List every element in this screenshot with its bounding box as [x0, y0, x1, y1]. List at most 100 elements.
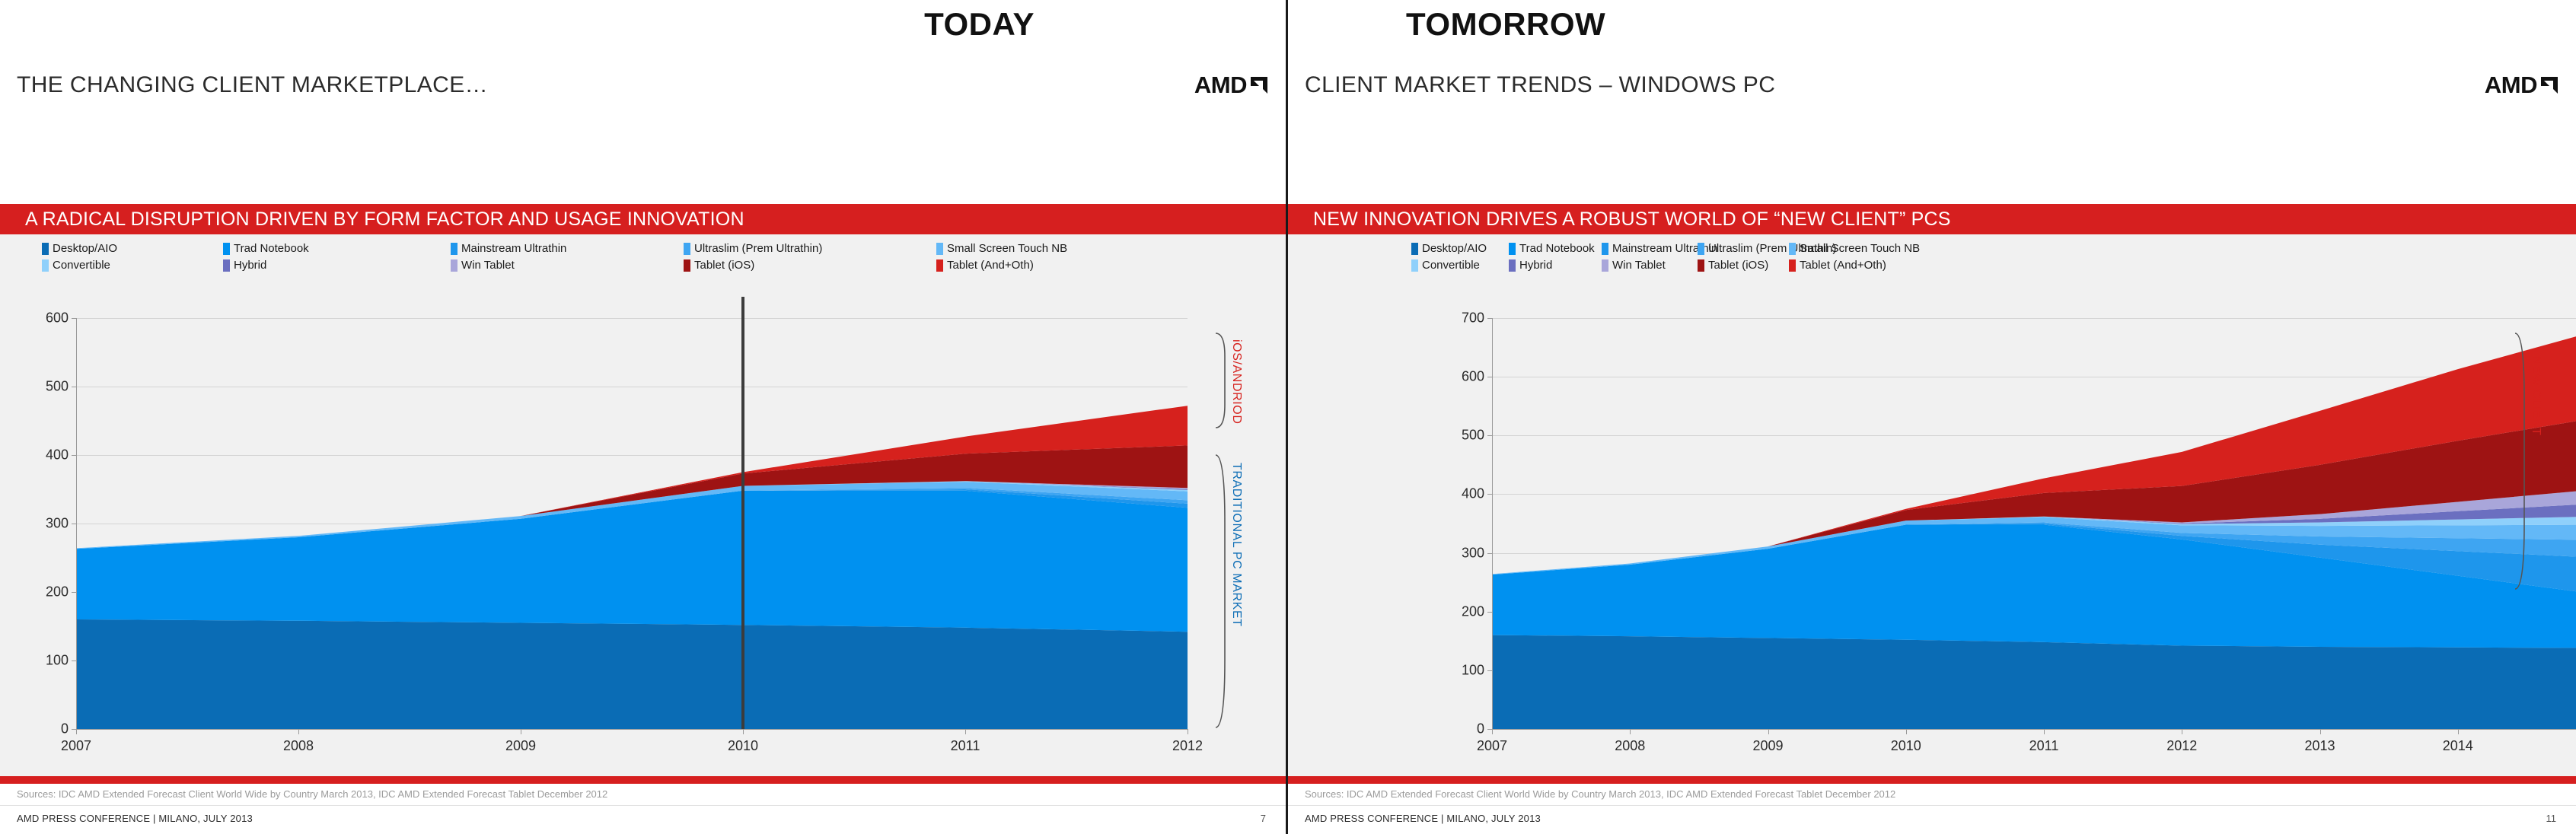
x-axis-tick-label: 2008 — [282, 738, 314, 753]
x-axis-tickmark — [965, 729, 966, 734]
legend-label: Hybrid — [1519, 259, 1553, 272]
legend-item[interactable]: Trad Notebook — [223, 242, 309, 255]
legend-label: Tablet (And+Oth) — [947, 259, 1034, 272]
legend-item[interactable]: Tablet (iOS) — [1698, 259, 1768, 272]
banner-text-today: A RADICAL DISRUPTION DRIVEN BY FORM FACT… — [25, 208, 744, 230]
y-axis-tickmark — [1487, 729, 1492, 730]
legend-swatch-icon — [1698, 259, 1704, 272]
gridline — [1492, 729, 2576, 730]
chart-area-today: Desktop/AIO Trad Notebook Mainstream Ultra… — [0, 234, 1286, 776]
x-axis-tick-label: 2010 — [727, 738, 759, 753]
gridline — [76, 318, 1188, 319]
y-axis-tickmark — [72, 318, 76, 319]
footer-text-today: AMD PRESS CONFERENCE | MILANO, JULY 2013 — [17, 813, 253, 824]
x-axis-tickmark — [1768, 729, 1769, 734]
x-axis-tick-label: 2012 — [2166, 738, 2198, 753]
legend-item[interactable]: Tablet (And+Oth) — [936, 259, 1034, 272]
legend-label: Tablet (iOS) — [694, 259, 755, 272]
legend-item[interactable]: Mainstream Ultrathin — [451, 242, 566, 255]
legend-item[interactable]: Tablet (iOS) — [684, 259, 754, 272]
legend-label: Small Screen Touch NB — [1800, 242, 1921, 255]
legend-item[interactable]: Hybrid — [1509, 259, 1552, 272]
stacked-area-series — [76, 406, 1188, 729]
y-axis-tick-label: 200 — [1461, 603, 1484, 619]
area-series-small-screen-touch-nb — [76, 482, 1188, 549]
gridline — [1492, 435, 2576, 437]
x-axis-tickmark — [298, 729, 299, 734]
page-number-today: 7 — [1260, 813, 1266, 824]
legend-item[interactable]: Convertible — [42, 259, 110, 272]
legend-item[interactable]: Convertible — [1411, 259, 1480, 272]
slide-tomorrow: TOMORROW CLIENT MARKET TRENDS – WINDOWS … — [1288, 0, 2576, 834]
legend-row: Desktop/AIO Trad Notebook Mainstream Ultra… — [1288, 242, 2576, 259]
brace-icon — [2514, 332, 2527, 594]
x-axis-tickmark — [1905, 729, 1907, 734]
legend-item[interactable]: Hybrid — [223, 259, 266, 272]
legend-label: Trad Notebook — [234, 242, 309, 255]
x-axis-tick-label: 2013 — [2304, 738, 2335, 753]
legend-item[interactable]: Desktop/AIO — [1411, 242, 1487, 255]
legend-swatch-icon — [1789, 259, 1796, 272]
x-axis-tick-label: 2007 — [1476, 738, 1508, 753]
y-axis-tick-label: 300 — [1461, 545, 1484, 561]
y-axis-tickmark — [1487, 611, 1492, 613]
y-axis-tickmark — [72, 455, 76, 456]
legend-swatch-icon — [1411, 242, 1418, 255]
x-axis-tick-label: 2012 — [1172, 738, 1204, 753]
y-axis-tick-label: 100 — [1461, 662, 1484, 678]
legend-item[interactable]: Win Tablet — [1602, 259, 1666, 272]
x-axis-tick-label: 2008 — [1615, 738, 1646, 753]
y-axis-tick-label: 300 — [45, 515, 69, 531]
legend-item[interactable]: Desktop/AIO — [42, 242, 117, 255]
legend-item[interactable]: Win Tablet — [451, 259, 515, 272]
legend-row: Convertible Hybrid Win Tablet Tablet (iOS) T… — [1288, 259, 2576, 275]
legend-swatch-icon — [1602, 242, 1608, 255]
legend-item[interactable]: Small Screen Touch NB — [936, 242, 1067, 255]
amd-wordmark: AMD — [1194, 72, 1248, 98]
legend-item[interactable]: Ultraslim (Prem Ultrathin) — [1698, 242, 1836, 255]
x-axis-tick-label: 2011 — [950, 738, 980, 753]
legend-label: Tablet (iOS) — [1708, 259, 1769, 272]
area-series-tablet-ios — [1492, 421, 2576, 575]
slide-today: TODAY THE CHANGING CLIENT MARKETPLACE… A… — [0, 0, 1288, 834]
chart-plot-tomorrow: 0 100 200 300 400 500 600 700 2007 2008 2009 2010 20… — [1462, 310, 2576, 753]
legend-label: Mainstream Ultrathin — [1612, 242, 1718, 255]
legend-item[interactable]: Ultraslim (Prem Ultrathin) — [684, 242, 822, 255]
area-series-convertible — [1492, 516, 2576, 575]
legend-item[interactable]: Tablet (And+Oth) — [1789, 259, 1886, 272]
legend-label: Ultraslim (Prem Ultrathin) — [694, 242, 823, 255]
y-axis-tick-label: 200 — [45, 584, 69, 600]
amd-logo-tomorrow: AMD — [2485, 72, 2559, 99]
legend-swatch-icon — [451, 259, 457, 272]
legend-item[interactable]: Small Screen Touch NB — [1789, 242, 1920, 255]
banner-tomorrow: NEW INNOVATION DRIVES A ROBUST WORLD OF … — [1288, 204, 2576, 234]
title-row-tomorrow: CLIENT MARKET TRENDS – WINDOWS PC AMD — [1305, 67, 2559, 103]
legend-label: Convertible — [1422, 259, 1480, 272]
slide-topword-tomorrow: TOMORROW — [1406, 6, 1606, 42]
legend-swatch-icon — [936, 259, 943, 272]
brace-label: NEW CLIENT — [2530, 356, 2543, 436]
amd-arrow-icon — [2541, 77, 2558, 94]
area-series-tablet-ios — [76, 445, 1188, 549]
legend-label: Win Tablet — [1612, 259, 1666, 272]
brace-label: iOS/ANDRIOD — [1230, 339, 1243, 425]
y-axis-tick-label: 500 — [1461, 427, 1484, 443]
legend-item[interactable]: Trad Notebook — [1509, 242, 1595, 255]
chart-plot-today: 0 100 200 300 400 500 600 2007 2008 2009 2010 2011 2… — [46, 297, 1203, 753]
legend-label: Small Screen Touch NB — [947, 242, 1068, 255]
legend-swatch-icon — [1789, 242, 1796, 255]
title-row-today: THE CHANGING CLIENT MARKETPLACE… AMD — [17, 67, 1269, 103]
chart-legend-tomorrow: Desktop/AIO Trad Notebook Mainstream Ultra… — [1288, 242, 2576, 275]
sources-text-tomorrow: Sources: IDC AMD Extended Forecast Clien… — [1305, 788, 1896, 800]
x-axis-tick-label: 2014 — [2442, 738, 2473, 753]
chart-area-tomorrow: Desktop/AIO Trad Notebook Mainstream Ultra… — [1288, 234, 2576, 776]
year-marker-line — [741, 297, 744, 729]
legend-item[interactable]: Mainstream Ultrathin — [1602, 242, 1717, 255]
x-axis-tickmark — [1630, 729, 1631, 734]
y-axis-tick-label: 400 — [45, 447, 69, 463]
legend-label: Mainstream Ultrathin — [461, 242, 567, 255]
brace-label: TRADITIONAL PC MARKET — [1230, 463, 1243, 627]
banner-today: A RADICAL DISRUPTION DRIVEN BY FORM FACT… — [0, 204, 1286, 234]
x-axis-tickmark — [2319, 729, 2321, 734]
sources-text-today: Sources: IDC AMD Extended Forecast Clien… — [17, 788, 608, 800]
